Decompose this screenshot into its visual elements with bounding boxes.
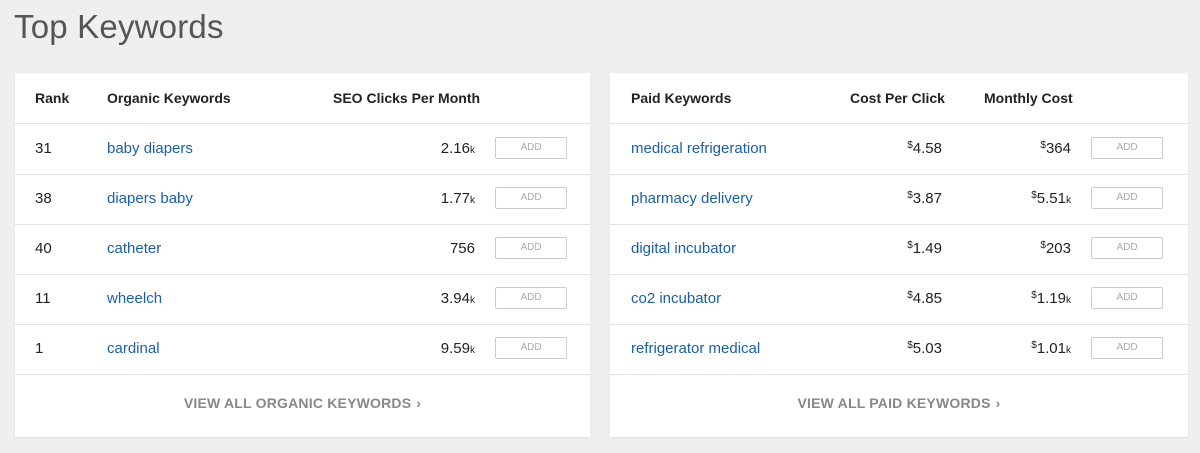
add-button[interactable]: ADD <box>495 337 567 359</box>
organic-keyword-link[interactable]: catheter <box>107 240 162 257</box>
paid-keyword-column-header: Paid Keywords <box>631 90 732 106</box>
view-all-paid-keywords-link[interactable]: VIEW ALL PAID KEYWORDS › <box>610 395 1188 411</box>
rank-value: 11 <box>35 290 51 307</box>
table-row: 11 wheelch 3.94k ADD <box>15 274 590 325</box>
paid-keywords-card: Paid Keywords Cost Per Click Monthly Cos… <box>610 73 1188 437</box>
table-row: 31 baby diapers 2.16k ADD <box>15 124 590 175</box>
monthly-cost-value: $1.01k <box>1031 340 1071 357</box>
paid-keyword-link[interactable]: digital incubator <box>631 240 737 257</box>
organic-keyword-link[interactable]: baby diapers <box>107 140 193 157</box>
seo-clicks-column-header: SEO Clicks Per Month <box>333 90 481 106</box>
add-button[interactable]: ADD <box>1091 237 1163 259</box>
paid-keyword-link[interactable]: refrigerator medical <box>631 340 761 357</box>
table-row: pharmacy delivery $3.87 $5.51k ADD <box>610 174 1188 225</box>
table-row: co2 incubator $4.85 $1.19k ADD <box>610 274 1188 325</box>
table-row: medical refrigeration $4.58 $364 ADD <box>610 124 1188 175</box>
seo-clicks-value: 2.16k <box>440 140 475 157</box>
view-all-paid-label: VIEW ALL PAID KEYWORDS <box>797 395 991 411</box>
add-button[interactable]: ADD <box>1091 287 1163 309</box>
monthly-cost-value: $203 <box>1040 240 1071 257</box>
organic-keyword-column-header: Organic Keywords <box>107 90 231 106</box>
cost-per-click-value: $5.03 <box>907 340 942 357</box>
organic-keyword-link[interactable]: wheelch <box>107 290 163 307</box>
seo-clicks-value: 3.94k <box>440 290 475 307</box>
organic-header-row: Rank Organic Keywords SEO Clicks Per Mon… <box>15 73 590 124</box>
cost-per-click-value: $4.58 <box>907 140 942 157</box>
view-all-organic-label: VIEW ALL ORGANIC KEYWORDS <box>183 395 412 411</box>
organic-keyword-link[interactable]: cardinal <box>107 340 160 357</box>
paid-keyword-link[interactable]: co2 incubator <box>631 290 722 307</box>
organic-keyword-link[interactable]: diapers baby <box>107 190 193 207</box>
paid-keyword-link[interactable]: pharmacy delivery <box>631 190 753 207</box>
add-button[interactable]: ADD <box>1091 337 1163 359</box>
table-row: 40 catheter 756 ADD <box>15 224 590 275</box>
organic-keywords-card: Rank Organic Keywords SEO Clicks Per Mon… <box>15 73 590 437</box>
table-row: 38 diapers baby 1.77k ADD <box>15 174 590 225</box>
cost-per-click-column-header: Cost Per Click <box>850 90 945 106</box>
monthly-cost-column-header: Monthly Cost <box>984 90 1073 106</box>
cost-per-click-value: $1.49 <box>907 240 942 257</box>
cost-per-click-value: $3.87 <box>907 190 942 207</box>
rank-column-header: Rank <box>35 90 70 106</box>
rank-value: 40 <box>35 240 52 257</box>
paid-keyword-link[interactable]: medical refrigeration <box>631 140 767 157</box>
monthly-cost-value: $364 <box>1040 140 1071 157</box>
cost-per-click-value: $4.85 <box>907 290 942 307</box>
add-button[interactable]: ADD <box>495 237 567 259</box>
add-button[interactable]: ADD <box>495 137 567 159</box>
add-button[interactable]: ADD <box>495 187 567 209</box>
rank-value: 1 <box>35 340 44 357</box>
chevron-right-icon: › <box>416 395 422 411</box>
add-button[interactable]: ADD <box>1091 137 1163 159</box>
rank-value: 38 <box>35 190 52 207</box>
monthly-cost-value: $5.51k <box>1031 190 1071 207</box>
view-all-organic-keywords-link[interactable]: VIEW ALL ORGANIC KEYWORDS › <box>15 395 590 411</box>
paid-header-row: Paid Keywords Cost Per Click Monthly Cos… <box>610 73 1188 124</box>
add-button[interactable]: ADD <box>1091 187 1163 209</box>
seo-clicks-value: 1.77k <box>440 190 475 207</box>
page-title: Top Keywords <box>14 8 224 45</box>
chevron-right-icon: › <box>995 395 1001 411</box>
table-row: digital incubator $1.49 $203 ADD <box>610 224 1188 275</box>
monthly-cost-value: $1.19k <box>1031 290 1071 307</box>
table-row: 1 cardinal 9.59k ADD <box>15 324 590 375</box>
rank-value: 31 <box>35 140 52 157</box>
seo-clicks-value: 9.59k <box>440 340 475 357</box>
seo-clicks-value: 756 <box>449 240 475 257</box>
add-button[interactable]: ADD <box>495 287 567 309</box>
table-row: refrigerator medical $5.03 $1.01k ADD <box>610 324 1188 375</box>
